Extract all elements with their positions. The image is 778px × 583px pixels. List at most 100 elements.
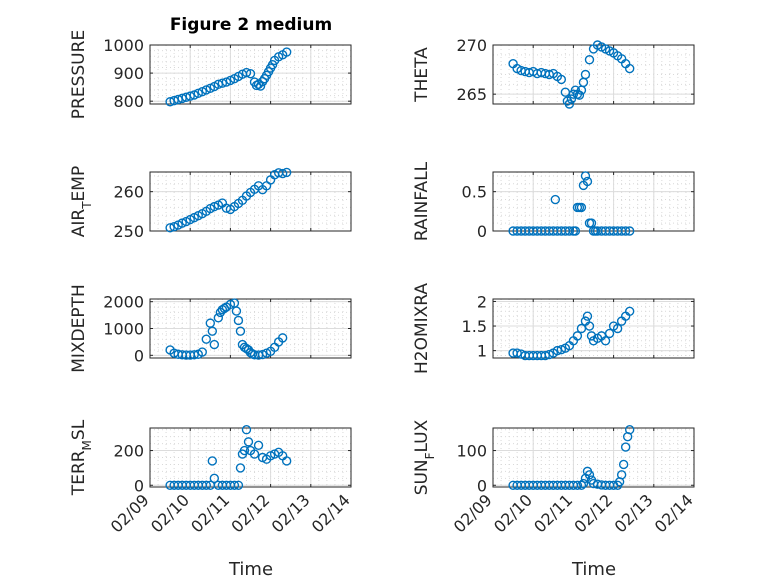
data-point xyxy=(556,74,567,85)
data-point xyxy=(612,323,623,334)
data-point xyxy=(556,344,567,355)
data-point xyxy=(616,470,627,480)
data-point xyxy=(620,442,631,452)
data-point xyxy=(277,168,288,179)
data-point xyxy=(209,473,220,484)
data-point xyxy=(582,176,593,187)
data-point xyxy=(580,171,591,181)
data-point xyxy=(229,480,240,490)
axes-box xyxy=(149,44,352,105)
data-point xyxy=(580,69,591,80)
y-tick-label: 1000 xyxy=(103,36,144,55)
subplot-4: 0 0.5 RAINFALL xyxy=(412,161,695,241)
axes-box xyxy=(492,298,695,359)
data-point xyxy=(243,437,254,447)
data-point xyxy=(189,350,199,360)
subplot-6: 1 1.5 2 H2OMIXRA xyxy=(412,283,695,374)
data-point xyxy=(550,194,561,205)
data-point xyxy=(277,333,288,343)
data-point xyxy=(233,315,244,326)
y-axis-label-2: THETA xyxy=(412,47,432,103)
x-tick-label: 02/09 xyxy=(450,490,496,536)
x-tick-label: 02/12 xyxy=(570,490,616,536)
data-point xyxy=(544,349,554,360)
data-point xyxy=(235,463,246,473)
y-tick-label: 2 xyxy=(477,292,487,311)
data-point xyxy=(564,226,575,236)
data-point xyxy=(257,349,268,360)
plot-area xyxy=(493,299,694,358)
data-point xyxy=(552,345,563,356)
data-point xyxy=(572,480,583,490)
data-point xyxy=(624,306,635,316)
data-point xyxy=(185,91,195,101)
data-point xyxy=(576,323,587,334)
data-point xyxy=(213,313,224,323)
data-point xyxy=(624,63,635,74)
y-axis-label-8: SUNFLUX xyxy=(412,419,437,495)
data-point xyxy=(235,326,246,336)
y-tick-label: 1 xyxy=(477,342,487,361)
data-point xyxy=(586,331,597,341)
data-point xyxy=(207,456,218,466)
data-series xyxy=(508,306,635,361)
y-tick-label: 270 xyxy=(456,36,487,55)
data-point xyxy=(239,445,250,456)
subplot-3: 250 260 AIRTEMP xyxy=(69,166,352,241)
x-axis-label-left: Time xyxy=(228,559,273,580)
y-tick-label: 265 xyxy=(456,85,487,104)
data-point xyxy=(566,94,577,104)
subplot-2: 265 270 THETA xyxy=(412,36,695,109)
x-axis-label-right: Time xyxy=(571,559,616,580)
subplot-1: 800 900 1000 PRESSURE xyxy=(69,30,352,119)
data-point xyxy=(564,99,575,109)
y-tick-label: 100 xyxy=(456,442,487,461)
data-point xyxy=(281,167,292,178)
data-point xyxy=(604,328,615,339)
data-series xyxy=(508,40,635,109)
data-series xyxy=(165,47,292,107)
data-point xyxy=(249,449,260,459)
data-series xyxy=(508,425,635,490)
data-point xyxy=(618,459,629,470)
data-point xyxy=(620,226,631,236)
data-point xyxy=(231,306,242,316)
x-tick-label: 02/10 xyxy=(147,490,193,536)
data-point xyxy=(207,326,218,336)
data-point xyxy=(576,480,587,490)
data-point xyxy=(540,350,550,361)
axes-box xyxy=(149,171,352,232)
y-tick-label: 200 xyxy=(113,442,144,461)
data-point xyxy=(197,347,207,357)
x-tick-label: 02/14 xyxy=(308,490,354,536)
y-tick-label: 0 xyxy=(477,222,487,241)
data-point xyxy=(209,339,220,350)
data-point xyxy=(574,90,585,100)
data-series xyxy=(165,425,292,490)
x-tick-label: 02/09 xyxy=(107,490,153,536)
y-tick-label: 0 xyxy=(134,346,144,365)
x-tick-label: 02/14 xyxy=(651,490,697,536)
plot-area xyxy=(150,172,351,231)
y-axis-label-4: RAINFALL xyxy=(412,161,432,241)
data-point xyxy=(245,68,256,79)
y-tick-label: 0.5 xyxy=(462,183,487,202)
data-point xyxy=(241,425,252,435)
data-point xyxy=(578,478,589,489)
y-tick-label: 0 xyxy=(477,476,487,495)
data-point xyxy=(512,348,522,358)
y-axis-label-3: AIRTEMP xyxy=(69,166,94,237)
data-point xyxy=(584,470,595,480)
data-point xyxy=(225,299,236,310)
figure-title: Figure 2 medium xyxy=(170,15,332,35)
data-series xyxy=(165,298,288,360)
data-point xyxy=(570,226,581,236)
data-point xyxy=(281,47,292,57)
y-tick-label: 2000 xyxy=(103,293,144,312)
x-tick-label: 02/13 xyxy=(268,490,314,536)
data-point xyxy=(600,336,611,346)
data-series xyxy=(508,171,635,236)
data-series xyxy=(165,167,292,233)
